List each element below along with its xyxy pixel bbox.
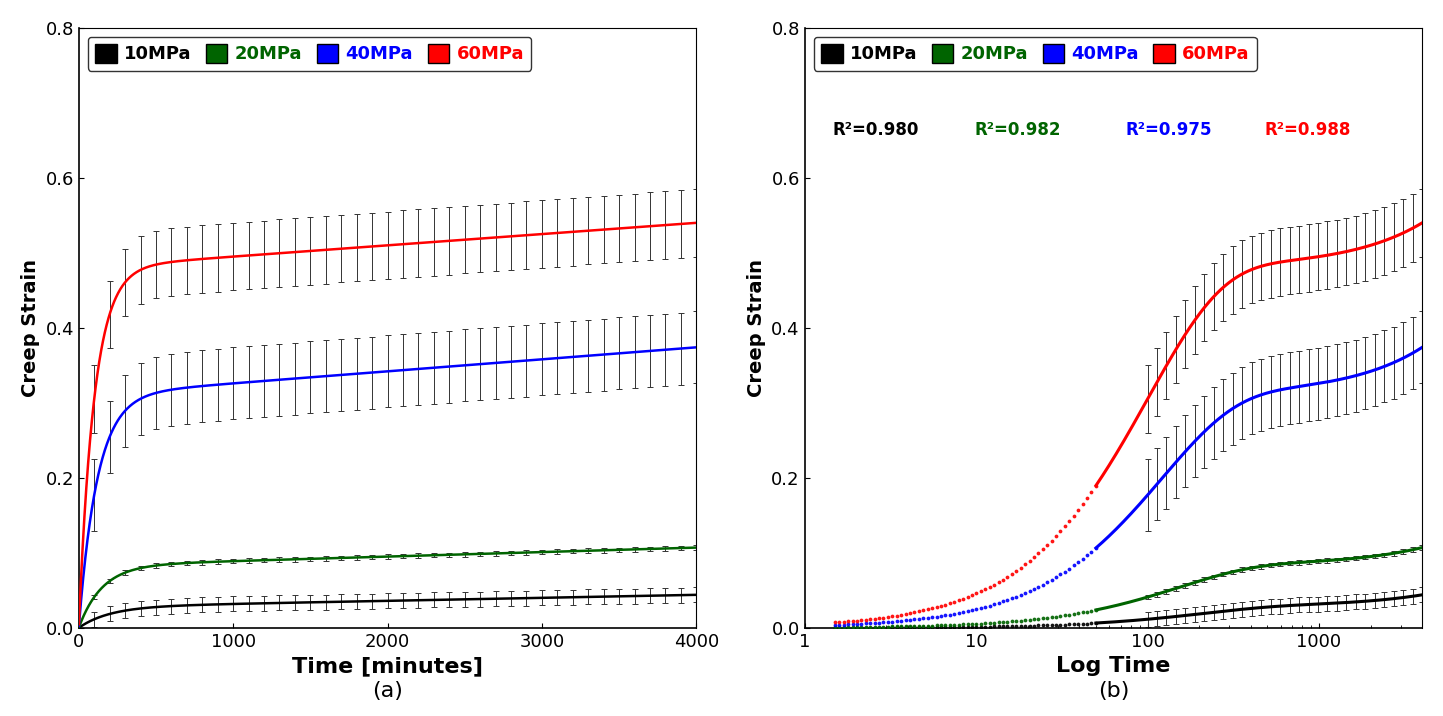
Text: R²=0.975: R²=0.975 — [1126, 121, 1212, 139]
Y-axis label: Creep Strain: Creep Strain — [746, 258, 766, 397]
Title: (a): (a) — [372, 682, 403, 702]
Text: R²=0.980: R²=0.980 — [833, 121, 919, 139]
X-axis label: Time [minutes]: Time [minutes] — [291, 657, 483, 676]
Y-axis label: Creep Strain: Creep Strain — [20, 258, 40, 397]
Legend: 10MPa, 20MPa, 40MPa, 60MPa: 10MPa, 20MPa, 40MPa, 60MPa — [814, 37, 1257, 71]
Legend: 10MPa, 20MPa, 40MPa, 60MPa: 10MPa, 20MPa, 40MPa, 60MPa — [88, 37, 531, 71]
X-axis label: Log Time: Log Time — [1056, 657, 1170, 676]
Title: (b): (b) — [1098, 682, 1128, 702]
Text: R²=0.982: R²=0.982 — [974, 121, 1061, 139]
Text: R²=0.988: R²=0.988 — [1264, 121, 1351, 139]
